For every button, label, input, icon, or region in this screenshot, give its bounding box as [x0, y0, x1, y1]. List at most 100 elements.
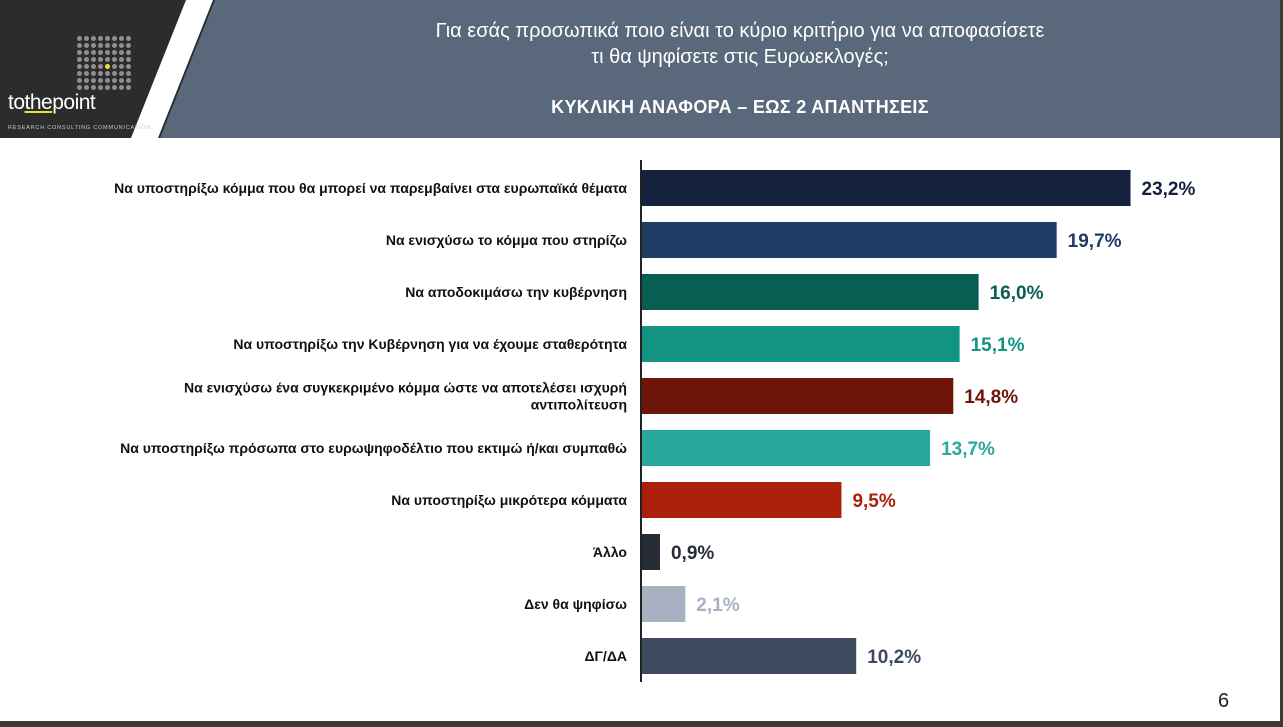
- logo-dot: [119, 57, 124, 62]
- logo-dot: [119, 71, 124, 76]
- logo-dot: [91, 78, 96, 83]
- logo-dot: [91, 36, 96, 41]
- logo-dot: [119, 78, 124, 83]
- logo-dot: [77, 36, 82, 41]
- logo-dot: [105, 64, 110, 69]
- logo-dot: [91, 43, 96, 48]
- data-label: 10,2%: [867, 647, 921, 668]
- logo-dot: [119, 43, 124, 48]
- logo-dot: [84, 57, 89, 62]
- category-label: Δεν θα ψηφίσω: [524, 596, 627, 612]
- data-label: 16,0%: [990, 283, 1044, 304]
- logo-dot: [84, 85, 89, 90]
- logo-word-point: point: [52, 91, 96, 114]
- frame-right-border: [1280, 0, 1283, 727]
- logo-dot: [84, 78, 89, 83]
- data-label: 0,9%: [671, 543, 714, 564]
- logo-dot: [98, 36, 103, 41]
- logo-dot: [98, 78, 103, 83]
- logo-dot: [105, 36, 110, 41]
- logo-wordmark: tothepoint: [8, 91, 96, 115]
- logo-dot: [126, 50, 131, 55]
- bar: [641, 222, 1057, 258]
- logo-dot: [98, 43, 103, 48]
- category-label: Να υποστηρίξω κόμμα που θα μπορεί να παρ…: [114, 180, 627, 196]
- logo-dot-grid-icon: [77, 36, 131, 90]
- logo-dot: [84, 36, 89, 41]
- chart-subtitle: ΚΥΚΛΙΚΗ ΑΝΑΦΟΡΑ – ΕΩΣ 2 ΑΠΑΝΤΗΣΕΙΣ: [551, 97, 929, 117]
- logo-dot: [112, 78, 117, 83]
- category-label: Να υποστηρίξω την Κυβέρνηση για να έχουμ…: [233, 336, 627, 352]
- logo-dot: [126, 57, 131, 62]
- logo-dot: [84, 64, 89, 69]
- chart-title-line-2: τι θα ψηφίσετε στις Ευρωεκλογές;: [591, 46, 889, 68]
- bar: [641, 586, 686, 622]
- logo-dot: [84, 50, 89, 55]
- logo-dot: [119, 36, 124, 41]
- category-label: Να υποστηρίξω πρόσωπα στο ευρωψηφοδέλτιο…: [120, 440, 627, 456]
- logo-dot: [105, 50, 110, 55]
- bar: [641, 378, 954, 414]
- logo-tagline: RESEARCH CONSULTING COMMUNICATION: [8, 125, 151, 131]
- logo-dot: [119, 85, 124, 90]
- logo-dot: [126, 43, 131, 48]
- header-band: [0, 0, 1280, 138]
- bar: [641, 534, 660, 570]
- category-label: ΔΓ/ΔΑ: [584, 648, 627, 664]
- bar: [641, 430, 931, 466]
- logo-dot: [105, 78, 110, 83]
- page-number: 6: [1218, 690, 1230, 712]
- logo-dot: [112, 71, 117, 76]
- bar-chart: 23,2% Να υποστηρίξω κόμμα που θα μπορεί ν…: [114, 160, 1196, 682]
- logo-dot: [98, 71, 103, 76]
- logo-dot: [112, 57, 117, 62]
- bar: [641, 170, 1131, 206]
- logo-dot: [126, 85, 131, 90]
- logo-word-the: the: [24, 91, 53, 114]
- frame-bottom-border: [0, 721, 1283, 727]
- data-label: 23,2%: [1142, 179, 1196, 200]
- logo-dot: [91, 64, 96, 69]
- data-label: 13,7%: [941, 439, 995, 460]
- logo-dot: [98, 57, 103, 62]
- logo-dot: [105, 57, 110, 62]
- logo-dot: [77, 71, 82, 76]
- logo-dot: [77, 64, 82, 69]
- bar: [641, 326, 960, 362]
- logo-dot: [91, 50, 96, 55]
- logo-dot: [84, 43, 89, 48]
- logo-dot: [98, 85, 103, 90]
- logo-dot: [126, 78, 131, 83]
- logo-dot: [84, 71, 89, 76]
- bar: [641, 638, 857, 674]
- data-label: 14,8%: [964, 387, 1018, 408]
- logo-dot: [77, 43, 82, 48]
- logo-dot: [126, 36, 131, 41]
- logo-dot: [91, 57, 96, 62]
- data-label: 2,1%: [696, 595, 739, 616]
- category-label: Να υποστηρίξω μικρότερα κόμματα: [391, 492, 627, 508]
- logo-dot: [77, 50, 82, 55]
- logo-dot: [112, 43, 117, 48]
- logo-dot: [105, 85, 110, 90]
- logo-dot: [98, 50, 103, 55]
- logo-dot: [112, 64, 117, 69]
- logo-dot: [98, 64, 103, 69]
- category-label: Να αποδοκιμάσω την κυβέρνηση: [405, 284, 627, 300]
- data-label: 15,1%: [971, 335, 1025, 356]
- bar: [641, 482, 842, 518]
- logo-dot: [105, 43, 110, 48]
- chart-title-line-1: Για εσάς προσωπικά ποιο είναι το κύριο κ…: [435, 20, 1045, 42]
- logo-dot: [126, 71, 131, 76]
- category-label: Να ενισχύσω ένα συγκεκριμένο κόμμα ώστε …: [184, 380, 627, 396]
- category-label: Να ενισχύσω το κόμμα που στηρίζω: [386, 232, 627, 248]
- data-label: 19,7%: [1068, 231, 1122, 252]
- logo-dot: [119, 50, 124, 55]
- logo-dot: [91, 85, 96, 90]
- logo-dot: [77, 78, 82, 83]
- logo-dot: [119, 64, 124, 69]
- logo-dot: [77, 57, 82, 62]
- bar: [641, 274, 979, 310]
- logo-dot: [112, 85, 117, 90]
- logo-dot: [112, 36, 117, 41]
